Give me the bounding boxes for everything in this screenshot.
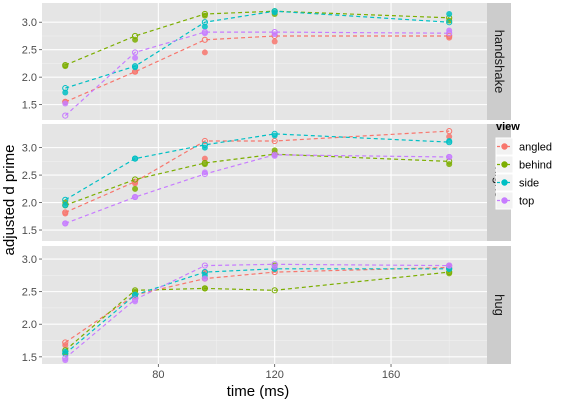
y-tick-label: 2.5: [22, 45, 37, 57]
data-point-side: [446, 10, 453, 17]
data-point-angled: [132, 68, 139, 75]
panel-high5: 1.52.02.53.0high5: [22, 124, 511, 241]
data-point-top: [271, 31, 278, 38]
data-point-side: [62, 202, 69, 209]
series-line-behind: [65, 153, 450, 206]
data-point-angled: [446, 133, 453, 140]
data-point-angled: [271, 38, 278, 45]
data-point-top: [446, 153, 453, 160]
data-point-behind: [201, 285, 208, 292]
series-line-top: [64, 263, 450, 359]
data-point-angled: [201, 155, 208, 162]
data-point-behind: [201, 161, 208, 168]
panels-layer: 1.52.02.53.0handshake1.52.02.53.0high51.…: [22, 3, 511, 364]
data-point-angled: [62, 210, 69, 217]
strip-label-hug: hug: [492, 294, 507, 316]
series-line-angled: [65, 130, 450, 213]
data-point-behind: [271, 147, 278, 154]
strip-background: [487, 246, 511, 364]
data-point-angled: [62, 342, 69, 349]
data-point-angled: [446, 34, 453, 41]
line-point-top: [201, 262, 208, 269]
y-tick-label: 2.5: [22, 170, 37, 182]
panel-background: [42, 246, 487, 364]
legend-dot-side: [501, 179, 508, 186]
data-point-top: [446, 27, 453, 34]
x-tick-label: 160: [382, 369, 400, 381]
y-tick-label: 2.0: [22, 72, 37, 84]
panel-background: [42, 124, 487, 241]
y-axis-title: adjusted d prime: [1, 145, 18, 256]
data-point-behind: [132, 36, 139, 43]
legend-label-side: side: [519, 178, 539, 190]
legend-title: view: [496, 121, 520, 133]
series-line-angled: [65, 35, 450, 103]
data-point-top: [62, 220, 69, 227]
data-point-top: [201, 30, 208, 37]
data-point-top: [446, 262, 453, 269]
data-point-top: [132, 54, 139, 61]
x-axis: 80 120 160: [152, 364, 400, 381]
y-tick-label: 2.0: [22, 319, 37, 331]
panel-hug: 1.5 2.0 2.5 3.0 hug: [22, 246, 511, 364]
data-point-side: [201, 23, 208, 30]
line-point-angled: [201, 36, 208, 43]
x-axis-title: time (ms): [227, 383, 290, 400]
legend-dot-top: [501, 197, 508, 204]
strip-background: [487, 3, 511, 120]
legend-dot-behind: [501, 161, 508, 168]
data-point-top: [62, 100, 69, 107]
line-point-behind: [131, 176, 139, 183]
x-tick-label: 80: [152, 369, 164, 381]
data-point-top: [201, 275, 208, 282]
y-tick-label: 1.5: [22, 100, 37, 112]
data-point-top: [132, 194, 139, 201]
data-point-side: [62, 89, 69, 96]
data-point-top: [271, 152, 278, 159]
series-line-side: [64, 133, 450, 201]
line-point-behind: [271, 287, 278, 294]
series-line-side: [65, 10, 450, 89]
data-point-top: [62, 357, 69, 364]
legend-label-angled: angled: [519, 142, 552, 154]
line-point-angled: [201, 137, 208, 145]
data-point-top: [132, 298, 139, 305]
data-point-side: [132, 64, 139, 71]
data-point-top: [271, 263, 278, 270]
data-point-side: [132, 155, 139, 162]
data-point-behind: [201, 12, 208, 19]
series-line-top: [64, 31, 450, 117]
legend-label-top: top: [519, 196, 534, 208]
strip-label-handshake: handshake: [492, 30, 507, 94]
y-tick-label: 1.5: [22, 352, 37, 364]
y-tick-label: 2.0: [22, 198, 37, 210]
data-point-side: [201, 144, 208, 151]
y-tick-label: 1.5: [22, 225, 37, 237]
series-line-side: [64, 268, 450, 355]
data-point-top: [201, 169, 208, 176]
line-point-side: [446, 19, 453, 26]
legend-label-behind: behind: [519, 160, 552, 172]
data-point-behind: [446, 161, 453, 168]
data-point-side: [62, 348, 69, 355]
y-tick-label: 3.0: [22, 17, 37, 29]
data-point-behind: [62, 63, 69, 70]
y-tick-label: 3.0: [22, 143, 37, 155]
x-tick-label: 120: [266, 369, 284, 381]
y-tick-label: 2.5: [22, 287, 37, 299]
data-point-angled: [201, 49, 208, 56]
data-point-side: [132, 291, 139, 298]
data-point-side: [446, 138, 453, 145]
data-point-side: [271, 132, 278, 139]
line-point-top: [62, 112, 69, 119]
y-tick-label: 3.0: [22, 254, 37, 266]
panel-handshake: 1.5 2.0 2.5 3.0 handshake: [22, 3, 511, 120]
legend: view angled behind side top: [495, 121, 552, 210]
data-point-side: [271, 9, 278, 16]
data-point-behind: [132, 185, 139, 192]
legend-dot-angled: [501, 143, 508, 150]
data-point-behind: [446, 270, 453, 277]
